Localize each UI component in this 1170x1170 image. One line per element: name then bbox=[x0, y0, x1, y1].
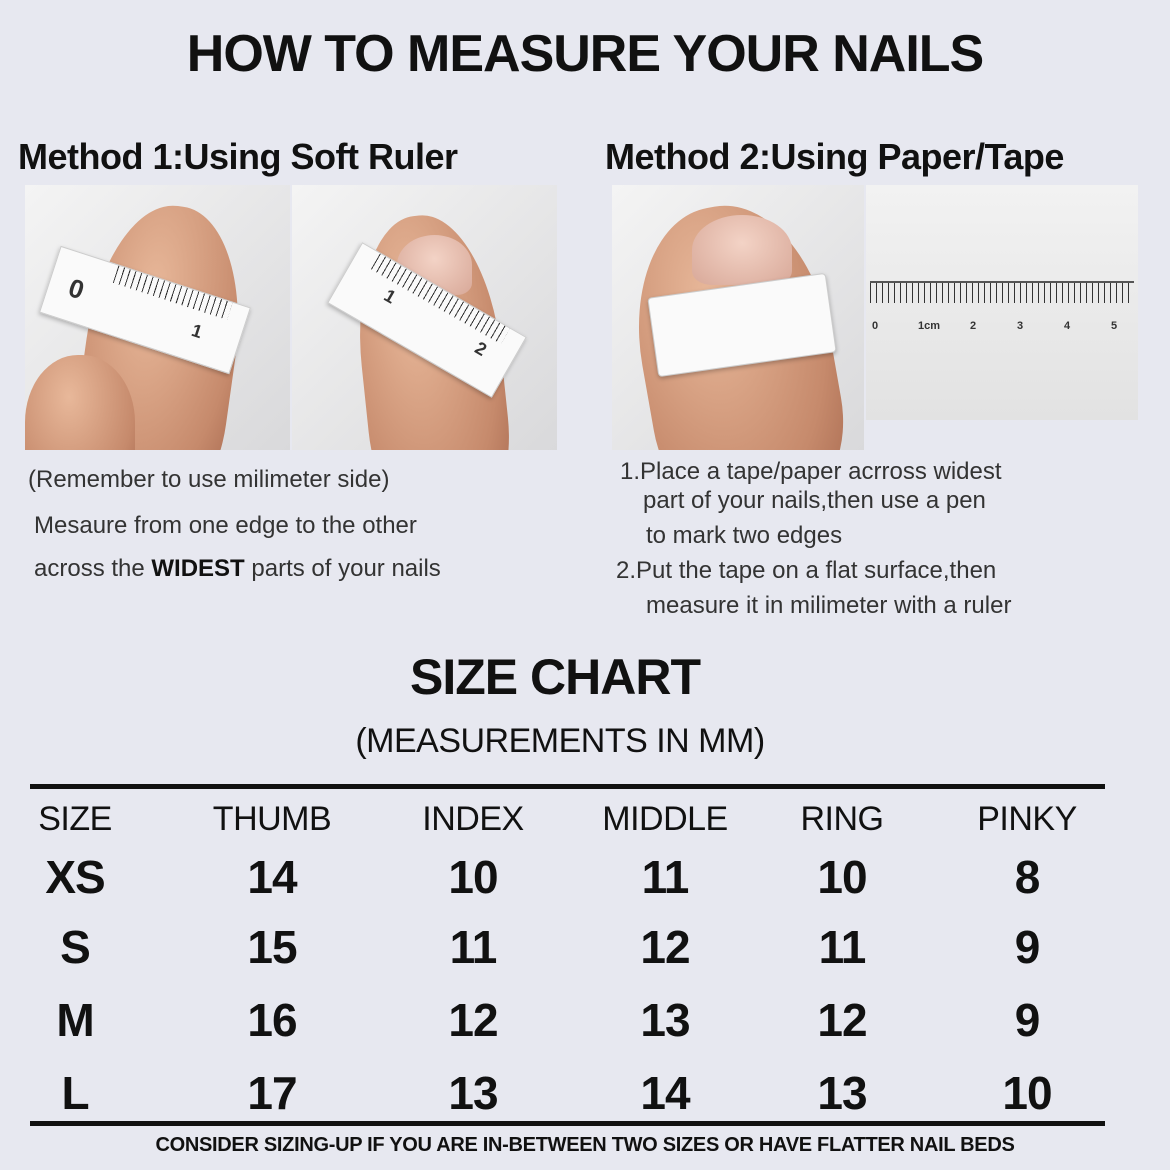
ruler-label: 4 bbox=[1064, 320, 1071, 332]
photo-soft-ruler-2: 1 2 bbox=[292, 185, 557, 450]
table-cell: 10 bbox=[817, 851, 867, 903]
method1-line1: Mesaure from one edge to the other bbox=[34, 512, 417, 539]
table-cell: 14 bbox=[247, 851, 297, 903]
method2-heading: Method 2:Using Paper/Tape bbox=[605, 136, 1064, 177]
table-cell: 16 bbox=[247, 994, 297, 1046]
photo-paper-tape bbox=[612, 185, 864, 450]
table-cell: 10 bbox=[448, 851, 498, 903]
ruler-label: 0 bbox=[872, 320, 879, 332]
ruler-label: 1cm bbox=[918, 320, 941, 332]
table-cell: 9 bbox=[1014, 921, 1041, 973]
column-header: INDEX bbox=[422, 800, 524, 838]
size-label: M bbox=[56, 994, 94, 1046]
column-header: RING bbox=[800, 800, 885, 838]
table-cell: 8 bbox=[1014, 851, 1041, 903]
table-cell: 12 bbox=[640, 921, 690, 973]
size-label: XS bbox=[45, 851, 105, 903]
table-cell: 11 bbox=[818, 921, 867, 973]
tape-label: 2 bbox=[471, 337, 491, 360]
method1-note: (Remember to use milimeter side) bbox=[28, 466, 390, 493]
photo-ruler: 0 1cm 2 3 4 5 bbox=[866, 185, 1138, 420]
table-cell: 12 bbox=[448, 994, 498, 1046]
method1-line2: across the WIDEST parts of your nails bbox=[34, 555, 441, 582]
table-cell: 10 bbox=[1002, 1067, 1052, 1119]
table-top-divider bbox=[30, 784, 1105, 789]
ruler-label: 5 bbox=[1111, 320, 1118, 332]
method2-step1a: 1.Place a tape/paper acrross widest bbox=[620, 458, 1002, 485]
column-header: SIZE bbox=[38, 800, 112, 838]
size-label: L bbox=[61, 1067, 89, 1119]
size-chart-title: SIZE CHART bbox=[410, 649, 701, 705]
table-cell: 11 bbox=[641, 851, 690, 903]
method2-step1b: part of your nails,then use a pen bbox=[643, 487, 986, 514]
table-cell: 17 bbox=[247, 1067, 297, 1119]
column-header: PINKY bbox=[977, 800, 1077, 838]
table-cell: 9 bbox=[1014, 994, 1041, 1046]
sizing-note: CONSIDER SIZING-UP IF YOU ARE IN-BETWEEN… bbox=[155, 1134, 1015, 1156]
table-cell: 14 bbox=[640, 1067, 690, 1119]
page-title: HOW TO MEASURE YOUR NAILS bbox=[186, 25, 984, 83]
table-cell: 11 bbox=[449, 921, 498, 973]
table-cell: 13 bbox=[817, 1067, 867, 1119]
method2-step2a: 2.Put the tape on a flat surface,then bbox=[616, 557, 997, 584]
ruler-label: 2 bbox=[970, 320, 977, 332]
table-cell: 15 bbox=[247, 921, 297, 973]
method2-step2b: measure it in milimeter with a ruler bbox=[646, 592, 1012, 619]
size-chart-subtitle: (MEASUREMENTS IN MM) bbox=[355, 722, 765, 760]
column-header: THUMB bbox=[212, 800, 332, 838]
photo-soft-ruler-1: 0 1 bbox=[25, 185, 290, 450]
tape-label: 1 bbox=[189, 320, 205, 343]
table-cell: 13 bbox=[448, 1067, 498, 1119]
tape-label: 1 bbox=[380, 285, 400, 308]
method1-heading: Method 1:Using Soft Ruler bbox=[18, 136, 458, 177]
table-bottom-divider bbox=[30, 1121, 1105, 1126]
table-cell: 12 bbox=[817, 994, 867, 1046]
tape-label: 0 bbox=[64, 272, 88, 306]
ruler-label: 3 bbox=[1017, 320, 1024, 332]
method2-step1c: to mark two edges bbox=[646, 522, 843, 549]
table-cell: 13 bbox=[640, 994, 690, 1046]
size-label: S bbox=[60, 921, 91, 973]
column-header: MIDDLE bbox=[602, 800, 728, 838]
